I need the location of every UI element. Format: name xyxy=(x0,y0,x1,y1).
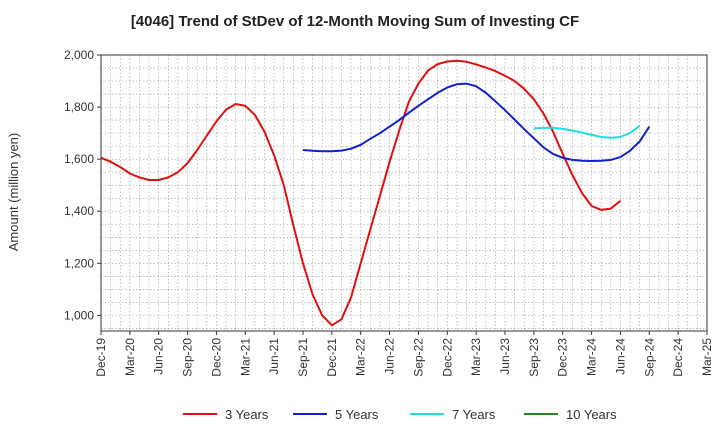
x-tick-label: Jun-22 xyxy=(383,338,397,375)
x-tick-label: Dec-23 xyxy=(556,338,570,377)
y-tick-label: 1,600 xyxy=(64,152,94,166)
x-tick-label: Jun-24 xyxy=(613,338,627,375)
plot-area xyxy=(101,55,707,331)
x-tick-label: Dec-20 xyxy=(209,338,223,377)
y-tick-label: 1,400 xyxy=(64,204,94,218)
legend-label: 10 Years xyxy=(566,407,617,422)
x-tick-label: Dec-21 xyxy=(325,338,339,377)
x-tick-label: Jun-20 xyxy=(152,338,166,375)
chart-title: [4046] Trend of StDev of 12-Month Moving… xyxy=(131,13,579,30)
legend-label: 5 Years xyxy=(335,407,379,422)
x-axis-ticks: Dec-19 Mar-20 Jun-20 Sep-20 Dec-20 Mar-21 Jun-… xyxy=(94,331,714,377)
x-tick-label: Mar-24 xyxy=(585,338,599,376)
x-tick-label: Mar-25 xyxy=(700,338,714,376)
series-line-3-years xyxy=(100,59,622,327)
x-tick-label: Jun-21 xyxy=(267,338,281,375)
y-tick-label: 2,000 xyxy=(64,48,94,62)
x-tick-label: Sep-24 xyxy=(642,338,656,377)
legend: 3 Years 5 Years 7 Years 10 Years xyxy=(183,407,617,422)
x-tick-label: Sep-20 xyxy=(181,338,195,377)
legend-label: 7 Years xyxy=(452,407,496,422)
y-tick-label: 1,800 xyxy=(64,100,94,114)
legend-label: 3 Years xyxy=(225,407,269,422)
x-tick-label: Sep-22 xyxy=(411,338,425,377)
y-axis-label: Amount (million yen) xyxy=(6,133,21,252)
grid-lines xyxy=(101,55,707,331)
series-lines xyxy=(100,59,651,327)
y-axis-ticks: 1,000 1,200 1,400 1,600 1,800 2,000 xyxy=(64,48,101,322)
series-line-7-years xyxy=(533,125,641,139)
series-line-5-years xyxy=(302,82,651,162)
x-tick-label: Mar-21 xyxy=(238,338,252,376)
plot-border xyxy=(100,54,708,332)
x-tick-label: Dec-22 xyxy=(440,338,454,377)
x-tick-label: Mar-20 xyxy=(123,338,137,376)
y-tick-label: 1,000 xyxy=(64,308,94,322)
x-tick-label: Dec-24 xyxy=(671,338,685,377)
x-tick-label: Mar-23 xyxy=(469,338,483,376)
x-tick-label: Sep-23 xyxy=(527,338,541,377)
x-tick-label: Jun-23 xyxy=(498,338,512,375)
y-tick-label: 1,200 xyxy=(64,256,94,270)
x-tick-label: Mar-22 xyxy=(354,338,368,376)
x-tick-label: Dec-19 xyxy=(94,338,108,377)
x-tick-label: Sep-21 xyxy=(296,338,310,377)
